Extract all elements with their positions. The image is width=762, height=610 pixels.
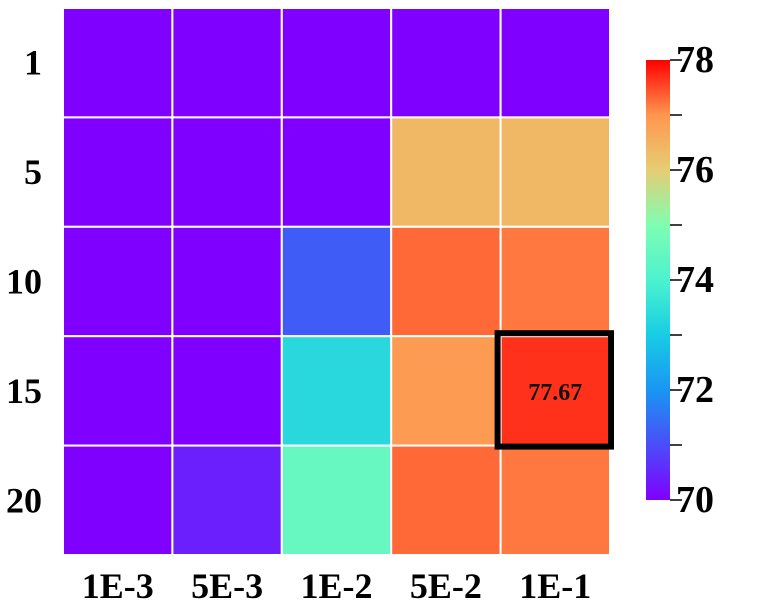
x-tick-label: 5E-3	[191, 566, 263, 606]
heatmap-cell	[499, 116, 612, 228]
heatmap-cell	[390, 335, 502, 447]
x-tick-label: 5E-2	[410, 566, 482, 606]
heatmap-cell	[62, 116, 174, 228]
heatmap-cell	[280, 116, 393, 228]
heatmap-cell	[62, 335, 174, 447]
heatmap-cell	[499, 335, 612, 447]
heatmap-cell	[499, 444, 612, 557]
heatmap-cell	[62, 225, 174, 338]
colorbar-ticks: 70 72 74 76 78	[670, 39, 714, 521]
colorbar	[646, 60, 670, 500]
y-tick-label: 1	[24, 43, 42, 83]
heatmap-cell	[499, 7, 612, 119]
heatmap-cell	[280, 444, 393, 557]
heatmap-cell	[171, 7, 283, 119]
y-tick-label: 5	[24, 152, 42, 192]
heatmap-cell	[280, 225, 393, 338]
heatmap-cell	[280, 335, 393, 447]
heatmap-cell	[280, 7, 393, 119]
heatmap-cell	[390, 7, 502, 119]
heatmap-cell	[390, 116, 502, 228]
heatmap-cell	[499, 225, 612, 338]
colorbar-tick-label: 76	[676, 149, 714, 191]
colorbar-tick-label: 74	[676, 259, 714, 301]
highlight-box-group: 77.67	[494, 330, 615, 450]
colorbar-tick-label: 72	[676, 369, 714, 411]
x-tick-label: 1E-1	[519, 566, 591, 606]
colorbar-tick-label: 78	[676, 39, 714, 81]
y-tick-label: 15	[6, 371, 42, 411]
heatmap-cell	[62, 444, 174, 557]
heatmap-cell	[62, 7, 174, 119]
y-tick-label: 20	[6, 480, 42, 520]
heatmap-cells	[62, 7, 612, 557]
x-tick-label: 1E-3	[82, 566, 154, 606]
heatmap-cell	[390, 444, 502, 557]
heatmap-cell	[390, 225, 502, 338]
heatmap-cell	[171, 444, 283, 557]
x-tick-label: 1E-2	[301, 566, 373, 606]
heatmap-cell	[171, 335, 283, 447]
heatmap-cell	[171, 116, 283, 228]
heatmap-cell	[171, 225, 283, 338]
colorbar-tick-label: 70	[676, 479, 714, 521]
highlight-value-label: 77.67	[528, 380, 582, 406]
x-axis-tick-labels: 1E-3 5E-3 1E-2 5E-2 1E-1	[82, 566, 592, 606]
y-tick-label: 10	[6, 262, 42, 302]
highlight-box	[494, 330, 615, 450]
